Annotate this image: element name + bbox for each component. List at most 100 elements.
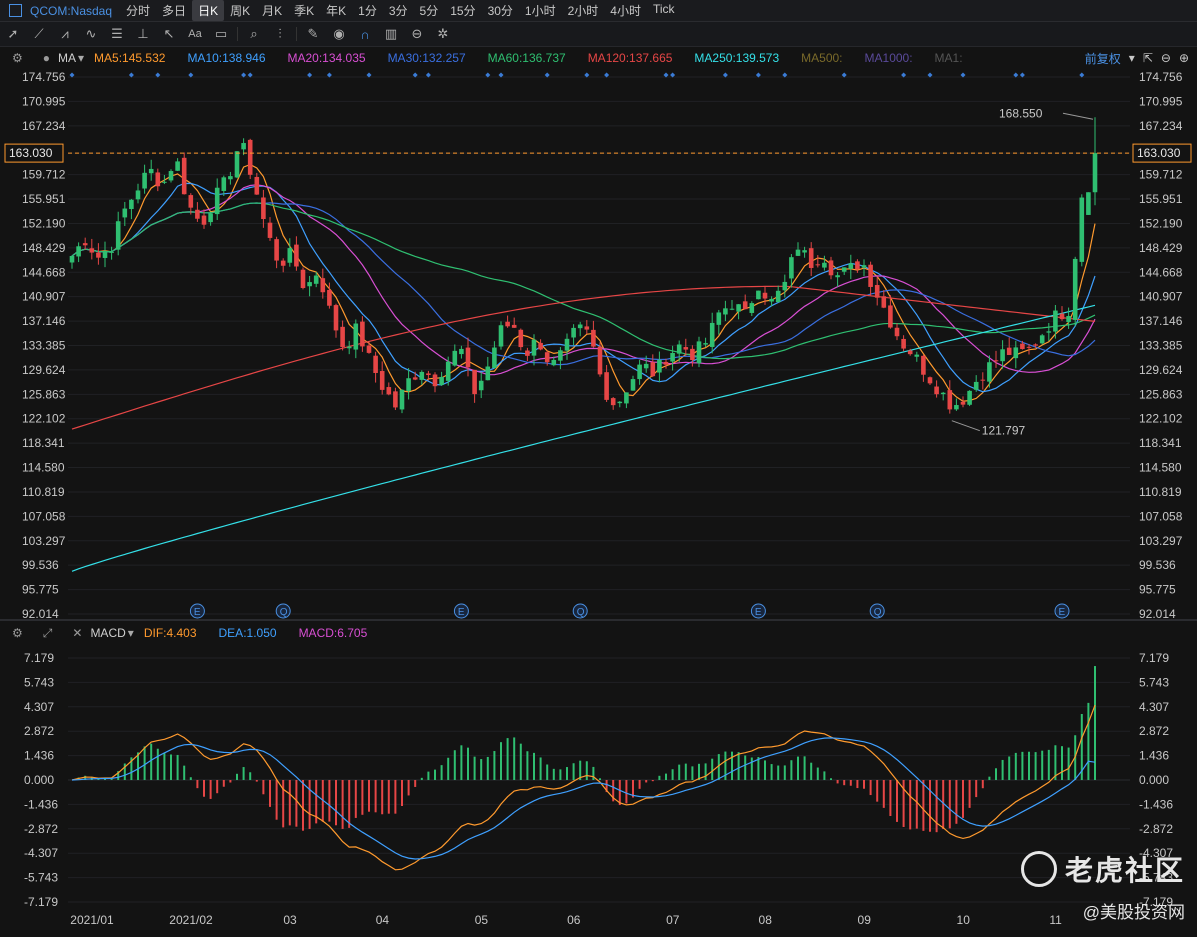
add-icon[interactable]: ⊕: [1178, 51, 1189, 65]
candle-body: [195, 209, 200, 219]
period-tab[interactable]: 4小时: [610, 4, 641, 18]
signal-marker: [901, 72, 907, 78]
signal-marker: [670, 72, 676, 78]
zoom-icon[interactable]: ⌕: [250, 26, 258, 41]
candle-body: [855, 261, 860, 270]
line-tool-icon[interactable]: ⟋: [34, 26, 44, 41]
candle-body: [531, 339, 537, 356]
macd-axis-label-left: 0.000: [24, 773, 54, 787]
polyline-tool-icon[interactable]: ⩘: [61, 26, 69, 41]
ma-visibility-icon[interactable]: ●: [42, 51, 51, 65]
text-tool-icon[interactable]: Aa: [188, 28, 202, 40]
period-tab[interactable]: 2小时: [567, 4, 599, 18]
expand-icon[interactable]: ⇱: [1142, 51, 1153, 65]
period-tab[interactable]: 1小时: [524, 4, 556, 18]
candle-body: [967, 390, 972, 405]
magnet-icon[interactable]: ∩: [360, 26, 370, 42]
macd-close-icon[interactable]: ✕: [72, 626, 83, 640]
ma-indicator-name[interactable]: MA: [58, 51, 77, 65]
candle-body: [914, 354, 920, 357]
ma-settings-icon[interactable]: ⚙: [12, 51, 23, 65]
comment-tool-icon[interactable]: ▭: [214, 26, 228, 41]
event-marker: [189, 603, 205, 619]
minimize-icon[interactable]: ⊖: [1160, 51, 1171, 65]
event-marker-letter: Q: [577, 607, 585, 618]
period-tab[interactable]: 3分: [388, 4, 408, 18]
arrow-tool-icon[interactable]: ↖: [163, 26, 175, 41]
macd-settings-icon[interactable]: ⚙: [12, 626, 23, 640]
candle-body: [709, 322, 715, 347]
period-tab[interactable]: Tick: [652, 2, 675, 16]
fib-tool-icon[interactable]: ☰: [111, 26, 123, 41]
macd-expand-icon[interactable]: ⤢: [42, 625, 53, 640]
ma-legend: ⚙ ● MA ▾ MA5:145.532 MA10:138.946 MA20:134…: [0, 48, 1197, 68]
price-axis-label-left: 118.341: [22, 436, 65, 450]
legend-item: DEA:1.050: [218, 626, 277, 640]
candle-body: [247, 139, 253, 175]
period-tab[interactable]: 周K: [230, 4, 251, 18]
candle-body: [228, 176, 233, 180]
candle-body: [148, 168, 154, 174]
dea-line: [71, 737, 1096, 860]
x-axis-label: 08: [759, 913, 773, 927]
candle-body: [333, 305, 339, 331]
candle-body: [802, 250, 807, 253]
link-icon[interactable]: ⊖: [411, 26, 423, 41]
candle-body: [610, 398, 616, 406]
candle-body: [465, 347, 471, 368]
high-annotation: 168.550: [999, 106, 1043, 120]
brush-icon[interactable]: ✎: [307, 26, 319, 41]
candle-body: [505, 321, 510, 327]
macd-indicator-name[interactable]: MACD: [90, 626, 126, 640]
signal-marker: [1079, 72, 1085, 78]
candle-body: [406, 378, 411, 392]
chart-pattern-icon[interactable]: ⫶: [278, 26, 282, 41]
period-tab[interactable]: 5分: [419, 4, 439, 18]
macd-dropdown-icon[interactable]: ▾: [127, 626, 134, 640]
wave-tool-icon[interactable]: ∿: [85, 26, 97, 41]
candle-body: [320, 278, 326, 293]
candle-body: [1020, 343, 1025, 350]
legend-item: MA500:: [801, 51, 843, 65]
price-axis-label-left: 174.756: [22, 70, 66, 84]
price-axis-label-right: 107.058: [1139, 509, 1183, 523]
period-tab[interactable]: 30分: [487, 4, 513, 18]
candle-body: [577, 324, 583, 329]
candle-body: [142, 172, 147, 189]
price-axis-label-right: 174.756: [1139, 70, 1183, 84]
period-tab[interactable]: 季K: [294, 4, 315, 18]
x-axis-label: 09: [858, 913, 872, 927]
period-tab[interactable]: 月K: [262, 4, 283, 18]
settings-icon[interactable]: ✲: [437, 26, 449, 41]
price-axis-label-left: 133.385: [22, 339, 66, 353]
price-axis-label-right: 110.819: [1139, 485, 1182, 499]
candle-body: [181, 157, 187, 195]
period-tab[interactable]: 15分: [450, 4, 476, 18]
candle-body: [472, 369, 477, 395]
candle-body: [274, 239, 279, 261]
signal-marker: [604, 72, 610, 78]
period-tab[interactable]: 多日: [162, 4, 187, 18]
trash-icon[interactable]: ▥: [384, 26, 398, 41]
period-tab[interactable]: 分时: [126, 4, 151, 18]
candle-body: [789, 257, 794, 279]
cursor-icon[interactable]: ➚: [7, 26, 19, 41]
legend-item: MA1:: [934, 51, 963, 65]
candle-body: [637, 364, 642, 380]
candle-body: [452, 350, 458, 366]
period-tab[interactable]: 1分: [358, 4, 377, 18]
measure-tool-icon[interactable]: ⊥: [137, 26, 149, 41]
period-tab[interactable]: 年K: [326, 4, 347, 18]
price-adjust-select[interactable]: 前复权: [1084, 51, 1121, 66]
signal-marker: [247, 72, 253, 78]
candle-body: [1013, 347, 1019, 359]
candle-body: [327, 289, 332, 306]
candle-body: [881, 296, 887, 308]
adjust-dropdown-icon[interactable]: ▾: [1128, 51, 1135, 65]
window-icon[interactable]: [9, 4, 22, 17]
eye-icon[interactable]: ◉: [333, 26, 345, 41]
ma-dropdown-icon[interactable]: ▾: [78, 51, 85, 65]
period-tab[interactable]: 日K: [192, 0, 225, 21]
ticker-symbol[interactable]: QCOM:Nasdaq: [30, 3, 113, 18]
